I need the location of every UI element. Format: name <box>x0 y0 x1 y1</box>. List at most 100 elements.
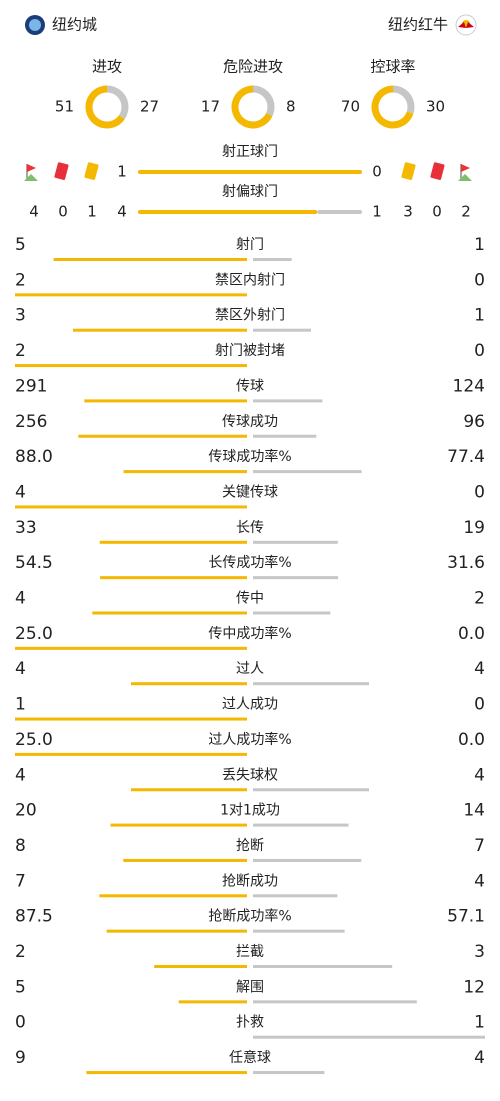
stat-label: 过人成功率% <box>208 731 291 748</box>
home-bar <box>100 576 247 580</box>
away-bar <box>253 1035 485 1039</box>
away-bar <box>253 823 349 827</box>
stat-label: 抢断成功 <box>222 872 278 889</box>
stat-label: 过人 <box>236 661 264 677</box>
stat-label: 传中成功率% <box>208 625 291 642</box>
home-value: 4 <box>15 765 26 785</box>
home-value: 4 <box>15 482 26 502</box>
away-bar <box>253 434 317 438</box>
home-value: 70 <box>341 98 360 116</box>
home-team: 纽约城 <box>52 16 97 34</box>
away-value: 0 <box>474 341 485 361</box>
stat-label: 关键传球 <box>222 484 278 500</box>
home-bar <box>15 752 247 756</box>
left-icons <box>24 162 99 181</box>
home-value: 0 <box>15 1013 26 1033</box>
donut-label: 进攻 <box>92 58 122 76</box>
away-team: 纽约红牛 <box>388 16 448 34</box>
away-bar <box>317 210 362 214</box>
stat-label: 任意球 <box>229 1049 271 1066</box>
stat-label: 传球成功 <box>222 414 278 430</box>
home-value: 8 <box>15 836 26 856</box>
stat-label: 传中 <box>236 591 264 607</box>
stat-label: 禁区内射门 <box>215 272 285 288</box>
home-value: 4 <box>15 659 26 679</box>
stat-label: 长传成功率% <box>208 554 291 571</box>
home-bar <box>15 646 247 650</box>
away-value: 14 <box>463 801 485 821</box>
stat-label: 传球成功率% <box>208 448 291 465</box>
stat-label: 抢断成功率% <box>208 908 291 925</box>
home-bar <box>154 965 247 968</box>
home-bar <box>15 717 247 721</box>
home-bar <box>15 293 247 297</box>
away-bar <box>253 682 369 686</box>
away-value: 2 <box>474 589 485 609</box>
home-value: 2 <box>15 942 26 962</box>
away-value: 30 <box>426 98 445 116</box>
stat-label: 扑救 <box>236 1015 264 1031</box>
stat-label: 传球 <box>236 378 264 394</box>
away-value: 1 <box>474 1013 485 1033</box>
away-value: 1 <box>372 203 382 221</box>
home-bar <box>84 399 247 403</box>
away-value: 0 <box>474 482 485 502</box>
away-bar <box>253 258 292 261</box>
away-bar <box>253 929 345 933</box>
away-value: 0 <box>372 163 382 181</box>
away-bar <box>253 1000 417 1004</box>
home-value: 291 <box>15 376 47 396</box>
stat-label: 过人成功 <box>222 697 278 713</box>
home-bar <box>178 1000 247 1004</box>
away-bar <box>253 576 339 580</box>
shot-label: 射正球门 <box>222 144 278 160</box>
home-bar <box>53 258 247 261</box>
away-value: 19 <box>463 518 485 538</box>
away-value: 8 <box>286 98 296 116</box>
home-bar <box>106 929 247 933</box>
away-value: 0.0 <box>458 730 485 750</box>
away-red: 0 <box>432 203 442 221</box>
home-value: 25.0 <box>15 730 53 750</box>
home-bar <box>15 364 247 368</box>
home-bar <box>78 434 247 438</box>
shot-label: 射偏球门 <box>222 184 278 200</box>
home-value: 25.0 <box>15 624 53 644</box>
away-value: 0.0 <box>458 624 485 644</box>
home-value: 5 <box>15 235 26 255</box>
stat-label: 抢断 <box>236 837 264 854</box>
home-bar <box>131 682 247 686</box>
home-value: 7 <box>15 871 26 891</box>
home-logo <box>25 15 45 35</box>
away-bar <box>253 894 338 898</box>
away-value: 31.6 <box>447 553 485 573</box>
home-bar <box>15 505 247 509</box>
away-bar <box>253 788 369 792</box>
away-value: 1 <box>474 306 485 326</box>
home-bar <box>99 540 248 544</box>
home-value: 256 <box>15 412 47 432</box>
away-value: 4 <box>474 765 485 785</box>
away-bar <box>253 328 311 332</box>
away-value: 7 <box>474 836 485 856</box>
stat-label: 拦截 <box>236 944 264 960</box>
away-corners: 2 <box>461 203 471 221</box>
donut-home <box>85 85 129 129</box>
home-bar <box>123 858 247 862</box>
away-value: 27 <box>140 98 159 116</box>
home-value: 2 <box>15 270 26 290</box>
away-yellow: 3 <box>403 203 413 221</box>
away-value: 4 <box>474 659 485 679</box>
stat-label: 丢失球权 <box>222 767 278 783</box>
home-value: 51 <box>55 98 74 116</box>
home-bar <box>123 470 247 474</box>
away-value: 0 <box>474 695 485 715</box>
away-value: 4 <box>474 1048 485 1068</box>
home-value: 3 <box>15 306 26 326</box>
away-logo <box>455 14 477 36</box>
donut-label: 控球率 <box>370 58 415 76</box>
away-value: 1 <box>474 235 485 255</box>
home-value: 5 <box>15 977 26 997</box>
